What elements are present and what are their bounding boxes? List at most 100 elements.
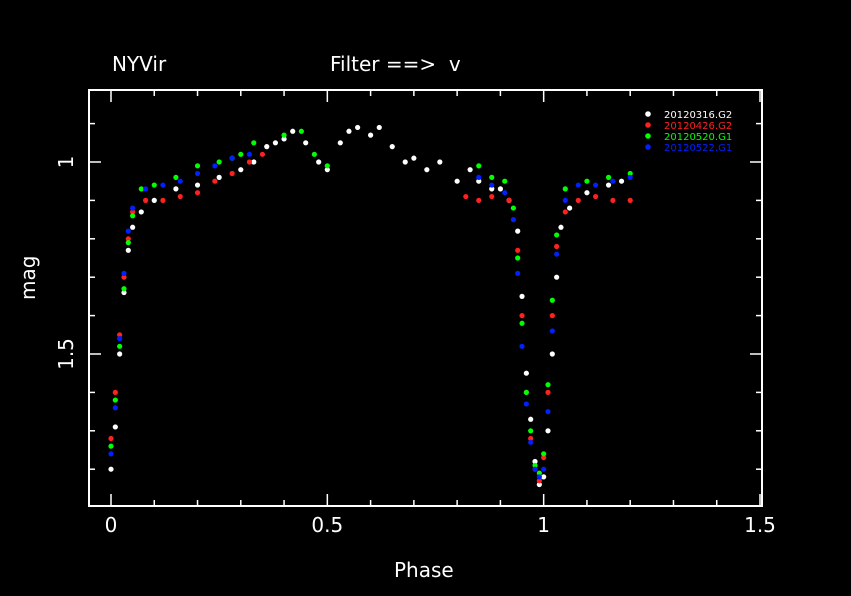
data-point-0 [316,159,322,165]
data-point-1 [259,151,266,157]
data-point-2 [515,255,521,261]
data-point-1 [536,478,542,484]
data-point-1 [229,170,235,177]
data-point-0 [355,124,361,131]
data-point-0 [281,136,287,142]
data-point-1 [177,193,183,200]
data-point-0 [264,144,270,150]
data-point-3 [592,182,599,188]
data-point-1 [476,197,482,203]
legend-entry: 20120316.G2 [664,110,732,121]
data-point-2 [510,205,516,211]
data-point-0 [558,224,564,230]
data-point-3 [627,174,633,180]
data-point-2 [532,462,538,468]
data-point-0 [567,205,573,211]
data-point-1 [515,247,521,253]
data-point-1 [489,193,495,200]
data-point-3 [549,328,555,334]
legend-marker [645,133,651,139]
data-point-1 [562,209,568,215]
data-point-2 [584,178,590,184]
data-point-2 [281,132,287,138]
data-point-3 [502,190,508,196]
data-point-3 [194,170,201,177]
data-point-0 [389,144,395,150]
data-point-0 [523,370,529,376]
data-point-3 [523,401,529,407]
data-point-2 [238,151,244,157]
data-point-0 [554,274,560,280]
data-point-3 [554,251,560,257]
data-point-3 [246,151,253,157]
data-point-3 [476,174,482,180]
data-point-0 [528,416,534,422]
data-point-3 [112,405,118,411]
data-point-3 [575,182,581,188]
data-point-2 [151,182,157,188]
data-point-3 [143,186,149,192]
data-point-1 [125,236,131,242]
data-point-0 [497,186,503,192]
data-point-3 [108,451,114,457]
data-point-2 [502,178,508,184]
plot-frame [88,89,763,507]
data-point-2 [138,186,144,192]
data-point-0 [584,190,590,196]
data-point-2 [216,159,222,165]
data-point-1 [246,159,253,165]
data-point-1 [528,435,534,442]
data-point-1 [108,435,114,442]
data-point-0 [112,424,118,430]
data-point-2 [194,163,201,169]
data-point-3 [610,178,616,184]
data-point-2 [173,174,179,180]
data-point-1 [121,274,127,280]
legend-entry: 20120426.G2 [664,121,732,132]
x-tick-label: 1.5 [744,513,776,537]
data-point-1 [541,455,547,461]
data-point-0 [216,174,222,180]
legend-entry: 20120522.G1 [664,143,732,154]
data-point-1 [575,197,581,203]
data-point-3 [160,182,166,188]
data-point-2 [523,389,529,395]
data-point-1 [627,197,633,203]
data-point-0 [549,351,555,357]
data-point-0 [290,128,296,134]
data-point-2 [605,174,612,180]
data-point-3 [510,217,516,223]
data-point-1 [160,197,166,203]
data-point-1 [549,313,555,319]
data-point-3 [532,466,538,472]
data-point-3 [229,155,235,161]
data-point-3 [528,439,534,445]
data-point-0 [108,466,114,472]
data-point-2 [298,128,304,134]
data-point-3 [177,178,183,184]
data-point-0 [238,167,244,173]
data-point-1 [130,209,136,215]
data-point-2 [324,163,330,169]
data-point-2 [130,213,136,219]
data-point-0 [272,140,279,146]
data-point-2 [562,186,568,192]
data-point-2 [554,232,560,238]
data-point-2 [476,163,482,169]
data-point-0 [376,124,382,131]
data-point-1 [212,178,218,184]
data-point-0 [117,351,123,357]
data-point-2 [311,151,317,157]
data-point-0 [251,159,257,165]
x-axis-label: Phase [394,558,454,582]
data-point-3 [515,270,521,276]
legend-marker [645,111,651,117]
data-point-3 [489,182,495,188]
data-point-2 [125,240,131,246]
data-point-2 [528,428,534,434]
x-tick-label: 0.5 [311,513,343,537]
data-point-1 [592,193,599,200]
data-point-0 [173,186,179,192]
data-point-1 [463,193,469,200]
